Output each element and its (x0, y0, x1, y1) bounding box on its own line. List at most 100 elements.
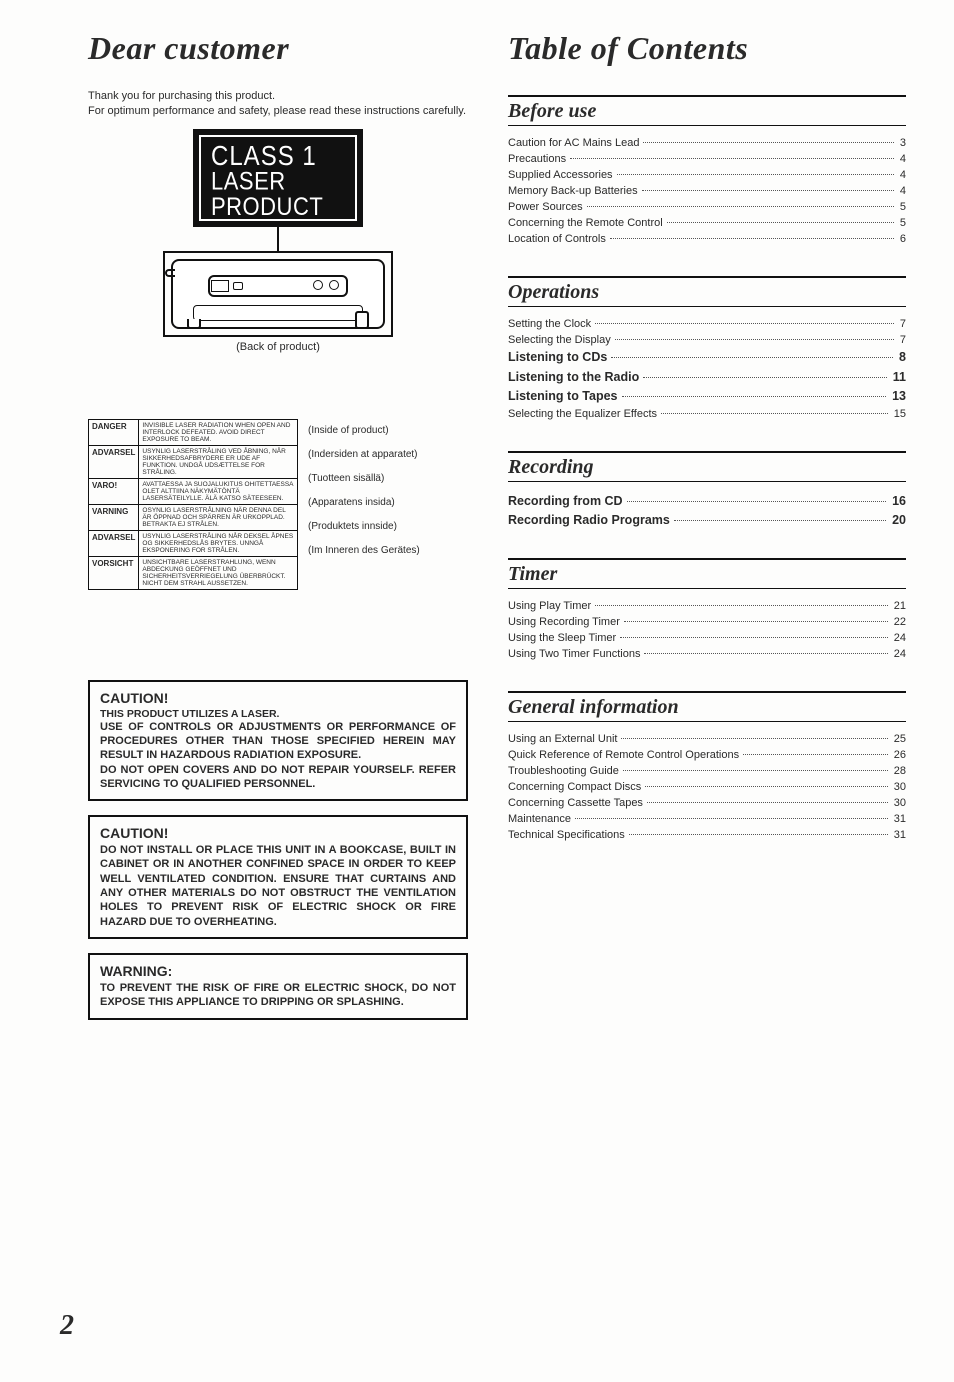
toc-page: 28 (892, 764, 906, 780)
labels-notes: (Inside of product)(Indersiden at appara… (308, 419, 420, 563)
toc-underline (508, 306, 906, 307)
labels-table: DANGERINVISIBLE LASER RADIATION WHEN OPE… (88, 419, 298, 590)
toc-section: TimerUsing Play Timer21Using Recording T… (508, 558, 906, 663)
label-row: VARO!AVATTAESSA JA SUOJALUKITUS OHITETTA… (89, 478, 298, 504)
toc-section-heading: Before use (508, 95, 906, 123)
page-number: 2 (60, 1310, 74, 1342)
toc-section-heading: Operations (508, 276, 906, 304)
toc-dots (627, 501, 887, 502)
toc-label: Listening to the Radio (508, 368, 639, 387)
toc-label: Technical Specifications (508, 828, 625, 844)
toc-page: 31 (892, 812, 906, 828)
label-text: AVATTAESSA JA SUOJALUKITUS OHITETTAESSA … (139, 478, 298, 504)
toc-row: Maintenance 31 (508, 812, 906, 828)
toc-dots (575, 818, 888, 819)
device-outline-box (163, 251, 393, 337)
toc-page: 7 (898, 317, 906, 333)
toc-underline (508, 721, 906, 722)
toc-underline (508, 125, 906, 126)
toc-label: Using the Sleep Timer (508, 631, 616, 647)
caution1-heading: CAUTION! (100, 690, 456, 706)
label-text: USYNLIG LASERSTRÅLING VED ÅBNING, NÅR SI… (139, 445, 298, 478)
multilang-labels: DANGERINVISIBLE LASER RADIATION WHEN OPE… (88, 419, 468, 590)
toc-label: Concerning the Remote Control (508, 216, 663, 232)
toc-row: Setting the Clock 7 (508, 317, 906, 333)
toc-label: Troubleshooting Guide (508, 764, 619, 780)
class1-line2: LASER PRODUCT (211, 169, 345, 220)
toc-row: Troubleshooting Guide 28 (508, 764, 906, 780)
toc-page: 4 (898, 168, 906, 184)
toc-dots (587, 206, 894, 207)
toc-label: Setting the Clock (508, 317, 591, 333)
toc-label: Recording Radio Programs (508, 511, 670, 530)
toc-row: Supplied Accessories 4 (508, 168, 906, 184)
toc-row: Technical Specifications 31 (508, 828, 906, 844)
warning-heading: WARNING: (100, 963, 456, 979)
toc-label: Power Sources (508, 200, 583, 216)
toc-page: 4 (898, 152, 906, 168)
toc-dots (643, 142, 893, 143)
toc-sections: Before useCaution for AC Mains Lead3Prec… (508, 95, 906, 844)
class1-label-box: CLASS 1 LASER PRODUCT (193, 129, 363, 227)
label-text: INVISIBLE LASER RADIATION WHEN OPEN AND … (139, 419, 298, 445)
toc-dots (617, 174, 894, 175)
toc-page: 11 (891, 368, 906, 387)
label-lang: ADVARSEL (89, 445, 139, 478)
label-row: ADVARSELUSYNLIG LASERSTRÅLING VED ÅBNING… (89, 445, 298, 478)
toc-section: OperationsSetting the Clock7Selecting th… (508, 276, 906, 423)
label-lang: ADVARSEL (89, 530, 139, 556)
toc-row: Listening to the Radio 11 (508, 368, 906, 387)
toc-dots (624, 621, 888, 622)
toc-page: 5 (898, 200, 906, 216)
toc-dots (611, 357, 893, 358)
toc-page: 15 (892, 407, 906, 423)
toc-underline (508, 481, 906, 482)
toc-section: General informationUsing an External Uni… (508, 691, 906, 844)
toc-row: Using Play Timer21 (508, 599, 906, 615)
toc-dots (644, 653, 887, 654)
toc-page: 31 (892, 828, 906, 844)
toc-label: Supplied Accessories (508, 168, 613, 184)
toc-label: Quick Reference of Remote Control Operat… (508, 748, 739, 764)
label-lang: VORSICHT (89, 556, 139, 589)
toc-label: Concerning Cassette Tapes (508, 796, 643, 812)
toc-label: Maintenance (508, 812, 571, 828)
label-note: (Im Inneren des Gerätes) (308, 539, 420, 563)
toc-title: Table of Contents (508, 30, 906, 67)
toc-row: Using Recording Timer22 (508, 615, 906, 631)
toc-dots (570, 158, 894, 159)
caution1-body: USE OF CONTROLS OR ADJUSTMENTS OR PERFOR… (100, 720, 456, 791)
intro-text: Thank you for purchasing this product. F… (88, 89, 468, 119)
toc-page: 30 (892, 796, 906, 812)
toc-page: 7 (898, 333, 906, 349)
toc-dots (661, 413, 888, 414)
toc-row: Power Sources 5 (508, 200, 906, 216)
caution2-body: DO NOT INSTALL OR PLACE THIS UNIT IN A B… (100, 843, 456, 929)
toc-page: 24 (892, 647, 906, 663)
laser-figure: CLASS 1 LASER PRODUCT (Back of (148, 129, 408, 413)
toc-dots (674, 520, 886, 521)
toc-label: Using Two Timer Functions (508, 647, 640, 663)
toc-row: Listening to CDs8 (508, 348, 906, 367)
toc-page: 25 (892, 732, 906, 748)
toc-dots (629, 834, 888, 835)
intro-line-1: Thank you for purchasing this product. (88, 90, 275, 102)
toc-row: Quick Reference of Remote Control Operat… (508, 748, 906, 764)
toc-row: Location of Controls 6 (508, 232, 906, 248)
toc-page: 6 (898, 232, 906, 248)
toc-label: Using Recording Timer (508, 615, 620, 631)
warning-body: TO PREVENT THE RISK OF FIRE OR ELECTRIC … (100, 981, 456, 1010)
toc-page: 24 (892, 631, 906, 647)
caution1-sub: THIS PRODUCT UTILIZES A LASER. (100, 708, 456, 720)
toc-dots (667, 222, 894, 223)
toc-page: 20 (890, 511, 906, 530)
toc-label: Location of Controls (508, 232, 606, 248)
toc-page: 3 (898, 136, 906, 152)
label-row: VORSICHTUNSICHTBARE LASERSTRAHLUNG, WENN… (89, 556, 298, 589)
toc-row: Concerning the Remote Control5 (508, 216, 906, 232)
toc-row: Memory Back-up Batteries4 (508, 184, 906, 200)
toc-dots (610, 238, 894, 239)
label-lang: VARO! (89, 478, 139, 504)
toc-dots (623, 770, 888, 771)
toc-row: Using Two Timer Functions 24 (508, 647, 906, 663)
